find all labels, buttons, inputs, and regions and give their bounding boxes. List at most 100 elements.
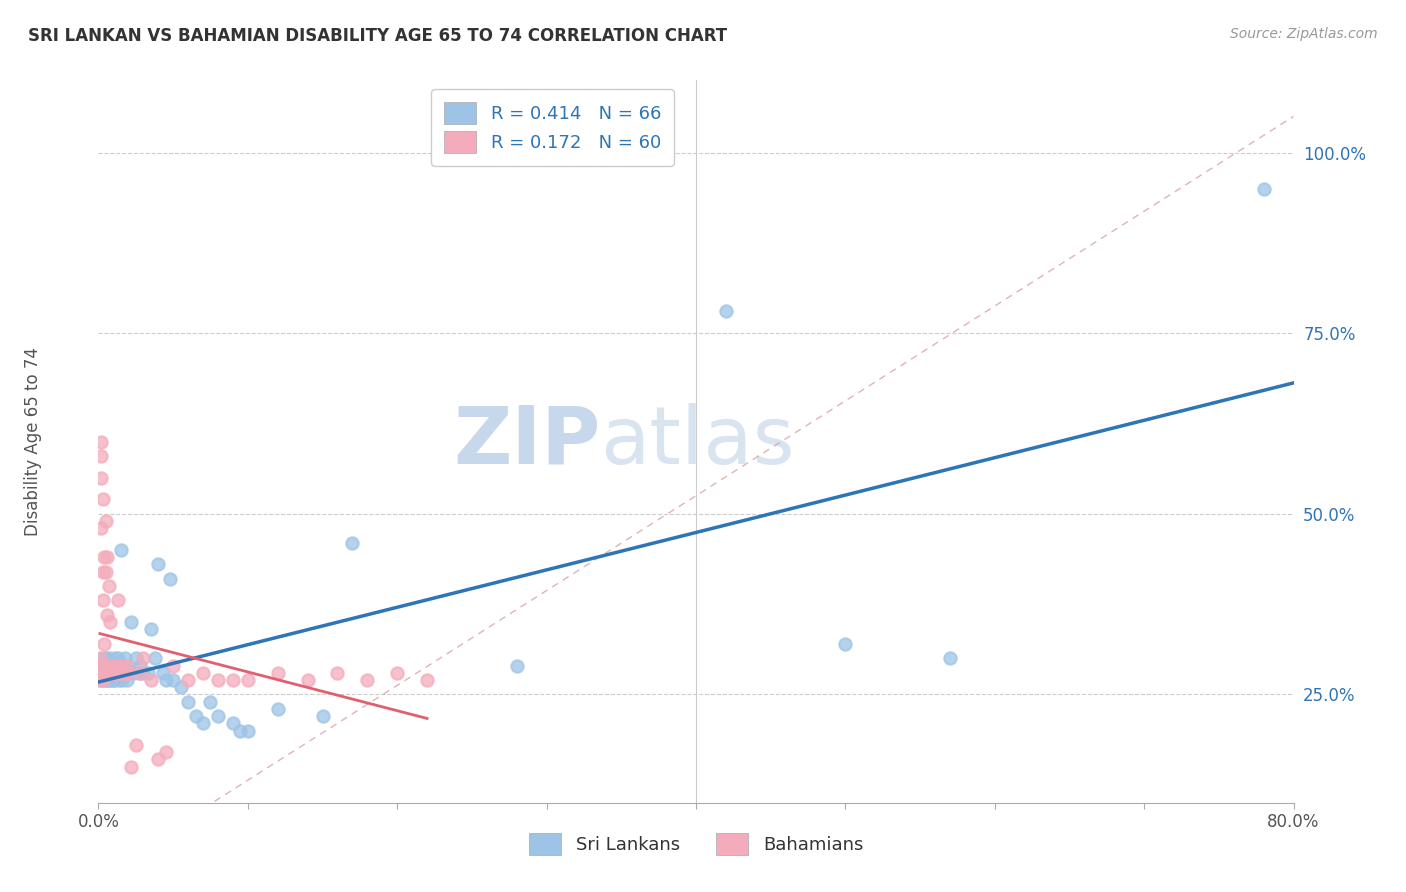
Point bbox=[89, 665, 111, 680]
Point bbox=[98, 615, 122, 630]
Point bbox=[104, 651, 127, 665]
Point bbox=[103, 665, 125, 680]
Point bbox=[94, 651, 117, 665]
Point bbox=[297, 673, 319, 687]
Point bbox=[90, 434, 112, 449]
Point bbox=[222, 716, 245, 731]
Point bbox=[96, 665, 118, 680]
Point bbox=[236, 673, 259, 687]
Point bbox=[311, 709, 333, 723]
Text: ZIP: ZIP bbox=[453, 402, 600, 481]
Point bbox=[236, 723, 259, 738]
Point bbox=[89, 658, 111, 673]
Point bbox=[115, 658, 138, 673]
Point bbox=[155, 673, 177, 687]
Point bbox=[94, 673, 117, 687]
Point bbox=[103, 665, 125, 680]
Point bbox=[132, 651, 155, 665]
Point bbox=[148, 752, 170, 766]
Point bbox=[96, 673, 118, 687]
Point bbox=[97, 651, 120, 665]
Point bbox=[191, 716, 214, 731]
Point bbox=[111, 673, 134, 687]
Point bbox=[184, 709, 207, 723]
Point bbox=[177, 673, 200, 687]
Point bbox=[148, 558, 170, 572]
Point bbox=[342, 535, 364, 549]
Point bbox=[120, 760, 142, 774]
Point bbox=[97, 658, 120, 673]
Point bbox=[91, 565, 114, 579]
Point bbox=[90, 665, 112, 680]
Point bbox=[162, 658, 184, 673]
Point bbox=[105, 658, 128, 673]
Point bbox=[200, 695, 222, 709]
Text: Disability Age 65 to 74: Disability Age 65 to 74 bbox=[24, 347, 42, 536]
Point bbox=[128, 665, 150, 680]
Point bbox=[110, 658, 132, 673]
Point bbox=[155, 745, 177, 759]
Point bbox=[114, 665, 136, 680]
Point bbox=[104, 665, 127, 680]
Point bbox=[93, 665, 115, 680]
Point bbox=[91, 492, 114, 507]
Point bbox=[94, 665, 117, 680]
Point bbox=[139, 623, 162, 637]
Point bbox=[103, 673, 125, 687]
Point bbox=[129, 658, 152, 673]
Point bbox=[91, 673, 114, 687]
Point bbox=[91, 673, 114, 687]
Point bbox=[101, 665, 124, 680]
Point bbox=[105, 665, 128, 680]
Point bbox=[129, 665, 152, 680]
Point bbox=[506, 658, 529, 673]
Point bbox=[132, 665, 155, 680]
Point bbox=[385, 665, 409, 680]
Point bbox=[98, 665, 122, 680]
Point bbox=[162, 673, 184, 687]
Point bbox=[98, 673, 122, 687]
Point bbox=[107, 658, 129, 673]
Point bbox=[356, 673, 378, 687]
Point bbox=[89, 673, 111, 687]
Point bbox=[111, 665, 134, 680]
Point bbox=[101, 658, 124, 673]
Point bbox=[94, 565, 117, 579]
Point bbox=[101, 673, 124, 687]
Legend: Sri Lankans, Bahamians: Sri Lankans, Bahamians bbox=[517, 822, 875, 866]
Point bbox=[110, 542, 132, 557]
Point bbox=[1253, 182, 1275, 196]
Point bbox=[97, 579, 120, 593]
Point bbox=[104, 673, 127, 687]
Point bbox=[120, 615, 142, 630]
Point bbox=[714, 304, 737, 318]
Point bbox=[267, 702, 290, 716]
Point bbox=[191, 665, 214, 680]
Point bbox=[107, 593, 129, 607]
Point bbox=[93, 637, 115, 651]
Point bbox=[177, 695, 200, 709]
Point bbox=[96, 607, 118, 622]
Point bbox=[93, 665, 115, 680]
Point bbox=[89, 673, 111, 687]
Point bbox=[222, 673, 245, 687]
Point bbox=[90, 470, 112, 484]
Point bbox=[94, 658, 117, 673]
Point bbox=[96, 658, 118, 673]
Point bbox=[939, 651, 962, 665]
Point bbox=[125, 738, 148, 752]
Point bbox=[93, 550, 115, 565]
Text: SRI LANKAN VS BAHAMIAN DISABILITY AGE 65 TO 74 CORRELATION CHART: SRI LANKAN VS BAHAMIAN DISABILITY AGE 65… bbox=[28, 27, 727, 45]
Point bbox=[97, 665, 120, 680]
Point bbox=[96, 550, 118, 565]
Point bbox=[159, 572, 181, 586]
Point bbox=[108, 673, 131, 687]
Point bbox=[105, 665, 128, 680]
Point bbox=[117, 658, 139, 673]
Point bbox=[121, 665, 143, 680]
Point bbox=[114, 651, 136, 665]
Point bbox=[103, 665, 125, 680]
Point bbox=[207, 709, 229, 723]
Point bbox=[107, 651, 129, 665]
Point bbox=[326, 665, 349, 680]
